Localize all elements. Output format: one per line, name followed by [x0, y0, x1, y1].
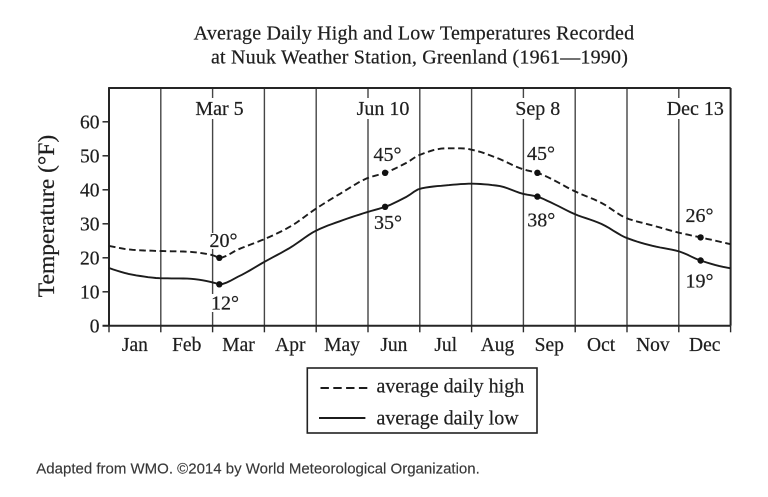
- svg-text:45°: 45°: [527, 143, 555, 165]
- svg-text:Jun 10: Jun 10: [357, 98, 410, 120]
- svg-text:60: 60: [80, 112, 100, 133]
- svg-text:Sep: Sep: [535, 335, 564, 356]
- svg-text:19°: 19°: [686, 270, 714, 292]
- svg-text:May: May: [324, 335, 360, 356]
- svg-text:average daily high: average daily high: [377, 376, 525, 398]
- svg-text:40: 40: [80, 180, 100, 201]
- svg-text:Nov: Nov: [636, 335, 670, 356]
- svg-text:30: 30: [80, 214, 100, 235]
- svg-text:Dec 13: Dec 13: [667, 98, 724, 120]
- svg-text:Average Daily High and Low Tem: Average Daily High and Low Temperatures …: [194, 22, 635, 44]
- svg-text:Mar 5: Mar 5: [195, 98, 243, 120]
- svg-text:0: 0: [90, 316, 100, 337]
- svg-text:35°: 35°: [374, 212, 402, 234]
- svg-text:Temperature (°F): Temperature (°F): [34, 135, 60, 297]
- svg-text:Apr: Apr: [275, 335, 306, 356]
- svg-text:Dec: Dec: [689, 335, 721, 356]
- svg-text:Aug: Aug: [481, 335, 515, 356]
- svg-text:Jun: Jun: [380, 335, 407, 356]
- svg-text:Jan: Jan: [122, 335, 148, 356]
- svg-text:45°: 45°: [374, 144, 402, 166]
- svg-text:average daily low: average daily low: [377, 408, 520, 430]
- svg-text:38°: 38°: [527, 209, 555, 231]
- svg-text:50: 50: [80, 146, 100, 167]
- svg-text:Adapted from WMO. ©2014 by Wor: Adapted from WMO. ©2014 by World Meteoro…: [36, 461, 479, 478]
- svg-text:12°: 12°: [211, 293, 239, 315]
- svg-text:20: 20: [80, 248, 100, 269]
- svg-text:Oct: Oct: [587, 335, 616, 356]
- svg-text:Sep 8: Sep 8: [515, 98, 560, 120]
- svg-text:Mar: Mar: [222, 335, 255, 356]
- svg-text:26°: 26°: [686, 205, 714, 227]
- svg-text:at Nuuk Weather Station, Green: at Nuuk Weather Station, Greenland (1961…: [211, 47, 628, 69]
- svg-text:10: 10: [80, 282, 100, 303]
- svg-text:Jul: Jul: [434, 335, 457, 356]
- svg-text:Feb: Feb: [172, 335, 201, 356]
- svg-text:20°: 20°: [210, 230, 238, 252]
